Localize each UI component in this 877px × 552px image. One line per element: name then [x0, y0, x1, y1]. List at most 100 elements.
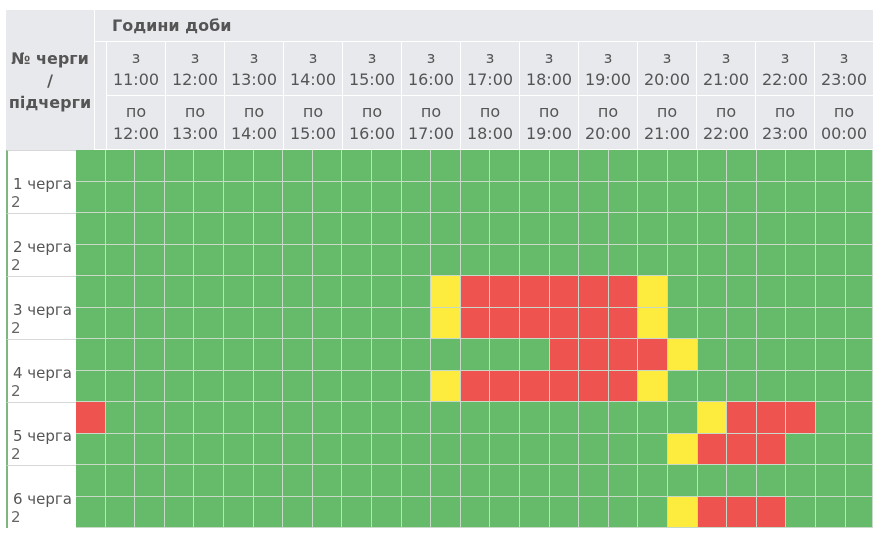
schedule-cell	[401, 433, 432, 465]
schedule-cell	[668, 244, 698, 276]
hour-to-header: по 21:00	[638, 96, 697, 150]
schedule-cell	[816, 150, 846, 182]
hour-from-header: з 13:00	[225, 42, 284, 96]
schedule-cell	[401, 307, 432, 339]
schedule-cell	[549, 370, 580, 402]
schedule-cell	[520, 370, 550, 402]
queue-name: 5 черга	[13, 427, 72, 445]
schedule-cell	[549, 181, 580, 213]
schedule-cell	[490, 307, 520, 339]
schedule-cell	[253, 402, 284, 434]
schedule-cell	[342, 465, 372, 497]
schedule-cell	[135, 181, 165, 213]
schedule-cell	[460, 433, 491, 465]
schedule-cell	[727, 339, 757, 371]
schedule-cell	[608, 150, 639, 182]
schedule-cell	[816, 213, 846, 245]
schedule-cell	[401, 181, 432, 213]
subqueue-number: 2	[11, 193, 21, 211]
schedule-cell	[194, 370, 224, 402]
schedule-cell	[697, 276, 728, 308]
schedule-cell	[283, 213, 313, 245]
schedule-cell	[460, 370, 491, 402]
schedule-cell	[372, 465, 402, 497]
schedule-cell	[253, 150, 284, 182]
schedule-cell	[372, 496, 402, 528]
schedule-cell	[638, 181, 668, 213]
to-time: 18:00	[466, 123, 514, 143]
schedule-cell	[224, 402, 254, 434]
schedule-cell	[105, 213, 136, 245]
schedule-cell	[105, 370, 136, 402]
schedule-cell	[194, 433, 224, 465]
schedule-cell	[105, 339, 136, 371]
from-time: 15:00	[348, 69, 396, 89]
schedule-cell	[431, 496, 461, 528]
from-prefix: з	[721, 47, 731, 67]
schedule-cell	[845, 150, 873, 182]
schedule-cell	[490, 339, 520, 371]
schedule-cell	[401, 465, 432, 497]
schedule-cell	[342, 181, 372, 213]
schedule-cell	[608, 339, 639, 371]
schedule-cell	[549, 244, 580, 276]
from-time: 23:00	[820, 69, 868, 89]
hour-to-header: по 23:00	[756, 96, 815, 150]
schedule-cell	[372, 181, 402, 213]
schedule-cell	[786, 465, 816, 497]
schedule-cell	[135, 465, 165, 497]
queue-name: 6 черга	[13, 490, 72, 508]
schedule-cell	[520, 496, 550, 528]
queue-row-label: 3 черга 2	[6, 276, 76, 339]
schedule-cell	[312, 433, 343, 465]
hour-from-header: з 12:00	[166, 42, 225, 96]
schedule-cell	[786, 276, 816, 308]
schedule-cell	[164, 244, 195, 276]
schedule-cell	[579, 370, 609, 402]
queue-row-label: 2 черга 2	[6, 213, 76, 276]
schedule-cell	[490, 150, 520, 182]
queue-column-header: № черги / підчерги	[6, 10, 95, 150]
schedule-cell	[76, 433, 106, 465]
from-time: 19:00	[584, 69, 632, 89]
schedule-cell	[312, 213, 343, 245]
hour-to-header: по 15:00	[284, 96, 343, 150]
schedule-cell	[490, 181, 520, 213]
from-prefix: з	[190, 47, 200, 67]
schedule-cell	[372, 213, 402, 245]
schedule-cell	[224, 496, 254, 528]
schedule-cell	[579, 213, 609, 245]
schedule-cell	[135, 276, 165, 308]
schedule-cell	[638, 496, 668, 528]
schedule-cell	[76, 181, 106, 213]
schedule-cell	[401, 150, 432, 182]
from-time: 16:00	[407, 69, 455, 89]
schedule-cell	[105, 244, 136, 276]
schedule-cell	[224, 370, 254, 402]
schedule-cell	[697, 213, 728, 245]
schedule-cell	[460, 150, 491, 182]
queue-row-label: 4 черга 2	[6, 339, 76, 402]
schedule-cell	[342, 276, 372, 308]
schedule-cell	[372, 244, 402, 276]
schedule-cell	[756, 402, 787, 434]
schedule-cell	[727, 402, 757, 434]
from-time: 18:00	[525, 69, 573, 89]
schedule-cell	[431, 370, 461, 402]
to-time: 21:00	[643, 123, 691, 143]
hour-from-header: з 19:00	[579, 42, 638, 96]
schedule-cell	[638, 150, 668, 182]
hour-from-header: з 22:00	[756, 42, 815, 96]
schedule-cell	[845, 244, 873, 276]
schedule-cell	[312, 496, 343, 528]
schedule-cell	[342, 213, 372, 245]
to-time: 12:00	[112, 123, 160, 143]
schedule-cell	[224, 181, 254, 213]
to-prefix: по	[774, 101, 796, 121]
schedule-cell	[460, 181, 491, 213]
hour-to-header: по 18:00	[461, 96, 520, 150]
schedule-cell	[549, 402, 580, 434]
to-time: 17:00	[407, 123, 455, 143]
schedule-cell	[253, 213, 284, 245]
schedule-cell	[520, 244, 550, 276]
